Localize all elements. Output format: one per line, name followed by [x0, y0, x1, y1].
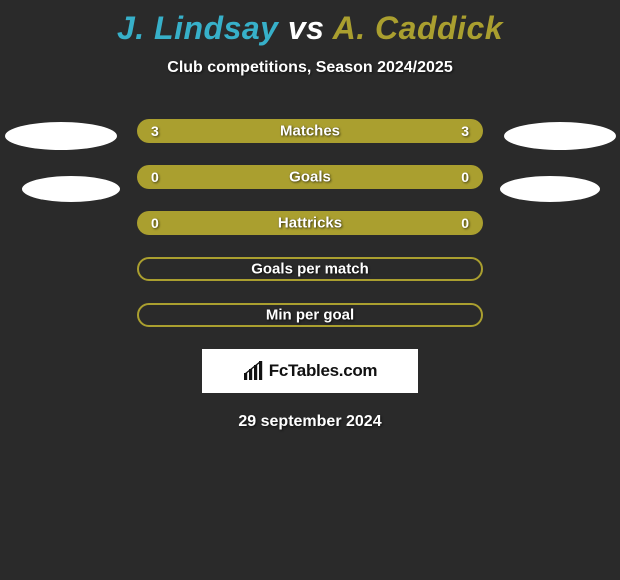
decorative-ellipse: [22, 176, 120, 202]
subtitle: Club competitions, Season 2024/2025: [0, 59, 620, 77]
stat-label: Matches: [280, 123, 340, 140]
stat-right-value: 3: [461, 123, 469, 139]
stat-left-value: 3: [151, 123, 159, 139]
title-player2: A. Caddick: [333, 10, 503, 46]
stat-label: Hattricks: [278, 215, 342, 232]
stat-right-value: 0: [461, 169, 469, 185]
stat-row: Min per goal: [137, 303, 483, 327]
stat-row: 0 Goals 0: [137, 165, 483, 189]
title-vs: vs: [288, 10, 325, 46]
decorative-ellipse: [500, 176, 600, 202]
decorative-ellipse: [504, 122, 616, 150]
stat-row: Goals per match: [137, 257, 483, 281]
brand-box: FcTables.com: [202, 349, 418, 393]
stat-left-value: 0: [151, 169, 159, 185]
brand-text: FcTables.com: [269, 361, 378, 381]
stat-label: Goals: [289, 169, 331, 186]
stat-row: 0 Hattricks 0: [137, 211, 483, 235]
page-title: J. Lindsay vs A. Caddick: [0, 0, 620, 47]
stat-right-value: 0: [461, 215, 469, 231]
stat-label: Goals per match: [251, 261, 369, 278]
title-player1: J. Lindsay: [117, 10, 279, 46]
stat-label: Min per goal: [266, 307, 354, 324]
decorative-ellipse: [5, 122, 117, 150]
stat-row: 3 Matches 3: [137, 119, 483, 143]
date-line: 29 september 2024: [0, 413, 620, 431]
bar-chart-icon: [243, 361, 265, 381]
stat-rows: 3 Matches 3 0 Goals 0 0 Hattricks 0 Goals per mat…: [0, 119, 620, 327]
stat-left-value: 0: [151, 215, 159, 231]
